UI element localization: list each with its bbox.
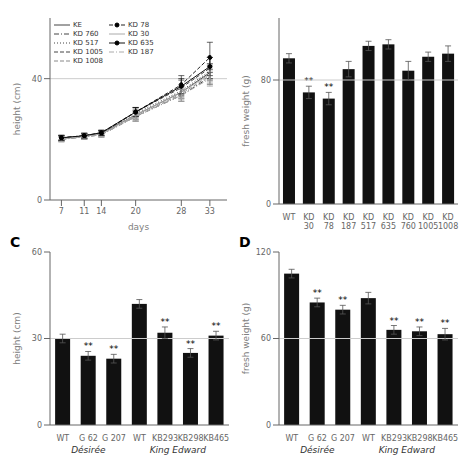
svg-text:**: ** <box>109 344 119 354</box>
svg-text:KB293: KB293 <box>152 434 178 443</box>
svg-text:G 207: G 207 <box>331 434 355 443</box>
svg-text:120: 120 <box>256 248 271 257</box>
svg-text:60: 60 <box>32 248 42 257</box>
svg-text:King Edward: King Edward <box>150 445 207 455</box>
svg-text:Désirée: Désirée <box>71 445 106 455</box>
svg-text:KD1005: KD1005 <box>418 213 438 231</box>
svg-text:KD635: KD635 <box>381 213 396 231</box>
svg-text:WT: WT <box>285 434 298 443</box>
svg-text:14: 14 <box>96 207 106 216</box>
svg-text:**: ** <box>415 317 425 327</box>
svg-text:**: ** <box>324 82 334 92</box>
svg-text:40: 40 <box>32 75 42 84</box>
svg-text:KB465: KB465 <box>203 434 229 443</box>
svg-text:11: 11 <box>79 207 89 216</box>
svg-text:days: days <box>128 222 150 232</box>
html-text:C: C <box>10 234 21 250</box>
svg-text:fresh weight (g): fresh weight (g) <box>241 75 251 146</box>
html-text:KD 78: KD 78 <box>128 20 150 29</box>
html-text:KD 187: KD 187 <box>128 47 154 56</box>
svg-text:G 207: G 207 <box>102 434 126 443</box>
svg-text:KB298: KB298 <box>178 434 204 443</box>
html-text:KD 30: KD 30 <box>128 29 150 38</box>
svg-text:WT: WT <box>133 434 146 443</box>
svg-text:**: ** <box>212 321 222 331</box>
svg-text:KD1008: KD1008 <box>438 213 458 231</box>
svg-text:KD78: KD78 <box>323 213 334 231</box>
svg-text:0: 0 <box>266 200 271 209</box>
svg-text:height (cm): height (cm) <box>12 312 22 364</box>
svg-text:0: 0 <box>266 421 271 430</box>
svg-text:KD760: KD760 <box>401 213 416 231</box>
svg-text:20: 20 <box>131 207 141 216</box>
svg-text:**: ** <box>160 317 170 327</box>
html-text:KD 517: KD 517 <box>73 38 99 47</box>
svg-text:Désirée: Désirée <box>300 445 335 455</box>
svg-text:**: ** <box>441 318 451 328</box>
svg-text:G 62: G 62 <box>79 434 98 443</box>
svg-text:WT: WT <box>56 434 69 443</box>
svg-text:KD517: KD517 <box>361 213 376 231</box>
html-text:KD 635: KD 635 <box>128 38 154 47</box>
svg-text:**: ** <box>186 339 196 349</box>
svg-text:**: ** <box>389 316 399 326</box>
svg-text:0: 0 <box>37 421 42 430</box>
svg-text:**: ** <box>313 288 323 298</box>
svg-text:80: 80 <box>261 76 271 85</box>
svg-text:G 62: G 62 <box>308 434 327 443</box>
svg-text:WT: WT <box>362 434 375 443</box>
svg-text:33: 33 <box>205 207 215 216</box>
svg-text:**: ** <box>338 295 348 305</box>
svg-text:7: 7 <box>59 207 64 216</box>
svg-text:**: ** <box>84 341 94 351</box>
svg-text:KB293: KB293 <box>381 434 407 443</box>
html-text:KD 1008: KD 1008 <box>73 56 103 65</box>
svg-text:KB298: KB298 <box>407 434 433 443</box>
svg-text:fresh weight (g): fresh weight (g) <box>241 303 251 374</box>
svg-text:60: 60 <box>261 334 271 343</box>
svg-text:0: 0 <box>37 196 42 205</box>
svg-text:KB465: KB465 <box>432 434 458 443</box>
html-text:KD 1005: KD 1005 <box>73 47 103 56</box>
html-text:KE: KE <box>73 20 82 29</box>
svg-text:KD30: KD30 <box>303 213 314 231</box>
svg-text:KD187: KD187 <box>341 213 356 231</box>
svg-text:WT: WT <box>283 213 296 222</box>
html-text:D: D <box>239 234 251 250</box>
svg-text:**: ** <box>304 76 314 86</box>
svg-text:28: 28 <box>176 207 186 216</box>
html-text:KD 760: KD 760 <box>73 29 99 38</box>
svg-text:King Edward: King Edward <box>379 445 436 455</box>
svg-text:height (cm): height (cm) <box>12 83 22 135</box>
svg-text:30: 30 <box>32 334 42 343</box>
